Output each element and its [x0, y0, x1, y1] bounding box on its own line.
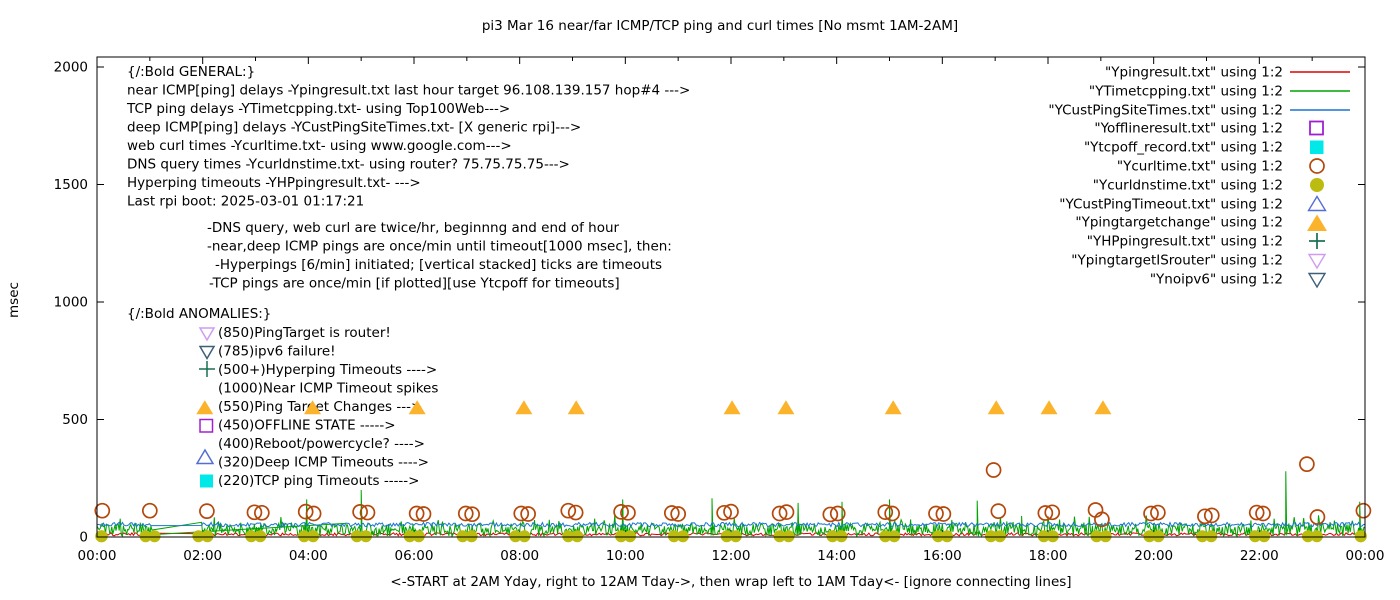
series-Ycurltime.txt [94, 456, 1372, 528]
svg-text:Hyperping timeouts -YHPpingres: Hyperping timeouts -YHPpingresult.txt- -… [127, 175, 421, 191]
legend-label: "Yofflineresult.txt" using 1:2 [1094, 121, 1283, 137]
legend-triangle-down-open-slate-icon [1307, 272, 1327, 289]
svg-text:(220)TCP ping Timeouts ----->: (220)TCP ping Timeouts -----> [218, 473, 420, 489]
plus-icon [199, 361, 215, 377]
svg-text:22:00: 22:00 [1240, 548, 1279, 564]
legend: "Ypingresult.txt" using 1:2 "YTimetcppin… [1048, 65, 1350, 289]
triangle-down-open-slate-icon [198, 345, 216, 360]
triangle-up-open-icon [195, 448, 215, 465]
svg-text:00:00: 00:00 [1346, 548, 1385, 564]
svg-text:{/:Bold ANOMALIES:}: {/:Bold ANOMALIES:} [127, 306, 271, 322]
legend-label: "Ypingtargetchange" using 1:2 [1075, 215, 1283, 231]
triangle-down-open-violet-icon [198, 327, 216, 342]
svg-text:12:00: 12:00 [712, 548, 751, 564]
svg-text:14:00: 14:00 [817, 548, 856, 564]
legend-circle-filled-icon [1310, 178, 1324, 192]
svg-text:16:00: 16:00 [923, 548, 962, 564]
svg-text:20:00: 20:00 [1134, 548, 1173, 564]
svg-text:-TCP pings are once/min [if pl: -TCP pings are once/min [if plotted][use… [209, 276, 620, 292]
legend-label: "Ytcpoff_record.txt" using 1:2 [1084, 140, 1283, 156]
svg-text:00:00: 00:00 [78, 548, 117, 564]
chart-title: pi3 Mar 16 near/far ICMP/TCP ping and cu… [482, 18, 958, 34]
svg-text:2000: 2000 [54, 60, 88, 76]
legend-square-open-icon [1309, 120, 1324, 136]
legend-label: "YTimetcpping.txt" using 1:2 [1089, 84, 1283, 100]
svg-text:deep ICMP[ping] delays -YCustP: deep ICMP[ping] delays -YCustPingSiteTim… [127, 120, 581, 136]
series-YCustPingSiteTimes.txt [96, 521, 1366, 528]
connecting-line [152, 522, 346, 536]
svg-text:0: 0 [79, 530, 88, 546]
square-open-icon [199, 418, 214, 433]
svg-text:-DNS query, web curl are twice: -DNS query, web curl are twice/hr, begin… [207, 220, 620, 236]
svg-text:web curl times -Ycurltime.txt-: web curl times -Ycurltime.txt- using www… [127, 138, 512, 154]
legend-square-filled-icon [1310, 140, 1324, 154]
svg-text:DNS query times -Ycurldnstime.: DNS query times -Ycurldnstime.txt- using… [127, 157, 570, 173]
svg-text:(1000)Near ICMP Timeout spikes: (1000)Near ICMP Timeout spikes [218, 381, 438, 397]
svg-text:-Hyperpings [6/min] initiated;: -Hyperpings [6/min] initiated; [vertical… [215, 257, 662, 273]
svg-text:(850)PingTarget is router!: (850)PingTarget is router! [218, 325, 391, 341]
svg-text:10:00: 10:00 [606, 548, 645, 564]
data-series-layer [94, 400, 1372, 543]
legend-plus-icon [1309, 233, 1325, 249]
svg-text:500: 500 [62, 412, 88, 428]
y-tick-labels: 0 500 1000 1500 2000 [54, 60, 88, 546]
series-Ypingtargetchange [196, 400, 1112, 415]
svg-text:(400)Reboot/powercycle? ---->: (400)Reboot/powercycle? ----> [218, 436, 425, 452]
legend-label: "Ycurldnstime.txt" using 1:2 [1093, 178, 1283, 194]
svg-text:04:00: 04:00 [289, 548, 328, 564]
svg-text:1000: 1000 [54, 295, 88, 311]
series-YTimetcpping.txt [96, 471, 1366, 539]
anomalies-markers [195, 327, 216, 488]
series-Ycurldnstime.txt [95, 530, 1367, 543]
svg-text:{/:Bold GENERAL:}: {/:Bold GENERAL:} [127, 64, 255, 80]
x-axis-label: <-START at 2AM Yday, right to 12AM Tday-… [390, 574, 1071, 590]
legend-label: "Ypingresult.txt" using 1:2 [1105, 65, 1283, 81]
legend-triangle-up-open-icon [1307, 195, 1327, 212]
svg-text:06:00: 06:00 [395, 548, 434, 564]
svg-text:18:00: 18:00 [1029, 548, 1068, 564]
svg-text:08:00: 08:00 [500, 548, 539, 564]
svg-text:1500: 1500 [54, 177, 88, 193]
svg-text:near ICMP[ping] delays -Ypingr: near ICMP[ping] delays -Ypingresult.txt … [127, 83, 690, 99]
legend-label: "YHPpingresult.txt" using 1:2 [1087, 234, 1283, 250]
x-tick-labels: 00:00 02:00 04:00 06:00 08:00 10:00 12:0… [78, 548, 1385, 564]
legend-circle-open-icon [1309, 158, 1325, 174]
square-filled-cyan-icon [200, 474, 213, 488]
svg-text:Last rpi boot: 2025-03-01 01:1: Last rpi boot: 2025-03-01 01:17:21 [127, 194, 364, 210]
svg-text:(550)Ping Target Changes --->: (550)Ping Target Changes ---> [218, 399, 422, 415]
svg-text:(320)Deep ICMP Timeouts ---->: (320)Deep ICMP Timeouts ----> [218, 455, 429, 471]
legend-label: "Ynoipv6" using 1:2 [1150, 272, 1283, 288]
svg-text:02:00: 02:00 [183, 548, 222, 564]
legend-triangle-down-open-violet-icon [1307, 253, 1327, 270]
y-axis-label: msec [6, 282, 22, 318]
svg-text:(500+)Hyperping Timeouts ---->: (500+)Hyperping Timeouts ----> [218, 362, 437, 378]
svg-text:TCP ping delays -YTimetcpping.: TCP ping delays -YTimetcpping.txt- using… [126, 101, 510, 117]
svg-text:(450)OFFLINE STATE ----->: (450)OFFLINE STATE -----> [218, 418, 396, 434]
anomalies-text-block: {/:Bold ANOMALIES:} (850)PingTarget is r… [127, 306, 438, 489]
legend-label: "Ycurltime.txt" using 1:2 [1117, 159, 1283, 175]
plot-border [96, 56, 1366, 538]
legend-triangle-up-filled-icon [1307, 214, 1327, 231]
legend-label: "YCustPingTimeout.txt" using 1:2 [1059, 197, 1283, 213]
svg-text:-near,deep ICMP pings are once: -near,deep ICMP pings are once/min until… [207, 239, 672, 255]
legend-label: "YpingtargetISrouter" using 1:2 [1071, 253, 1283, 269]
legend-label: "YCustPingSiteTimes.txt" using 1:2 [1048, 103, 1283, 119]
svg-text:(785)ipv6 failure!: (785)ipv6 failure! [218, 344, 336, 360]
general-text-block: {/:Bold GENERAL:} near ICMP[ping] delays… [126, 64, 690, 292]
